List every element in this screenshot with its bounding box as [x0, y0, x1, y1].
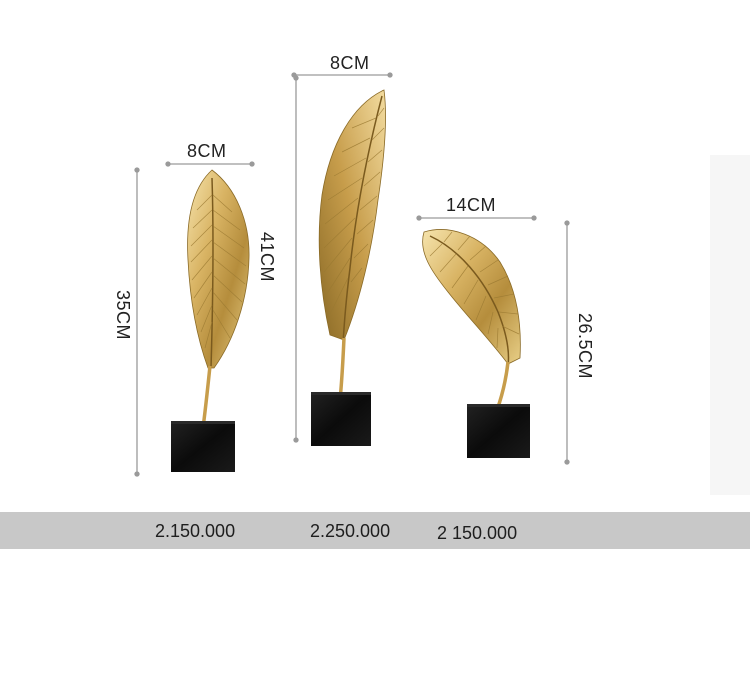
- feather-2-height-label: 41CM: [257, 232, 277, 283]
- price-feather-2: 2.250.000: [310, 521, 391, 541]
- feather-2-width-label: 8CM: [330, 53, 370, 73]
- price-feather-1: 2.150.000: [155, 521, 236, 541]
- feather-3-height-label: 26.5CM: [575, 312, 595, 380]
- feather-1-width-label: 8CM: [187, 141, 227, 161]
- dimension-lines: [134, 72, 570, 477]
- price-feather-3: 2 150.000: [437, 523, 518, 543]
- feather-3-width-label: 14CM: [446, 195, 497, 215]
- feather-sculpture-3: [422, 229, 530, 458]
- feather-1-height-label: 35CM: [113, 290, 133, 341]
- side-panel: [710, 155, 750, 495]
- price-bar: 2.150.000 2.250.000 2 150.000: [0, 512, 750, 549]
- feather-sculpture-1: [171, 169, 250, 472]
- feather-sculpture-2: [311, 89, 387, 446]
- feather-sculptures-illustration: [134, 72, 570, 477]
